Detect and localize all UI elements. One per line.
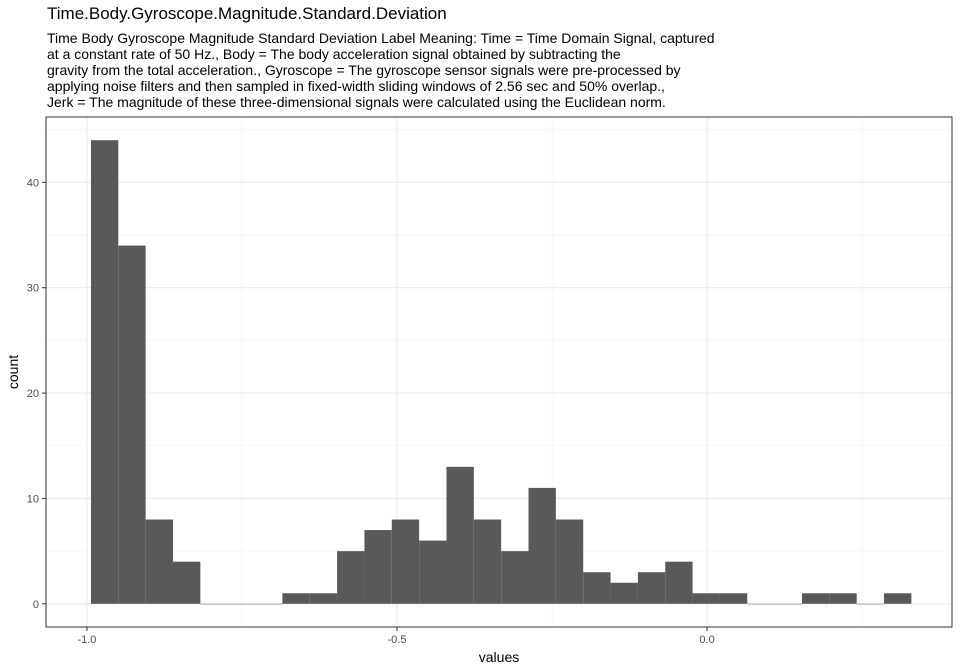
histogram-bar [856,603,885,605]
histogram-bar [309,593,338,604]
histogram-bar [90,140,119,604]
subtitle-line: Time Body Gyroscope Magnitude Standard D… [47,30,715,46]
histogram-bar [528,487,556,604]
histogram-bar [419,540,447,604]
histogram-bar [583,572,611,604]
y-axis: 0 10 20 30 40 [27,177,46,611]
subtitle-line: gravity from the total acceleration., Gy… [47,62,681,78]
x-axis: -1.0 -0.5 0.0 [77,627,715,646]
histogram-bar [692,593,720,604]
y-tick-label: 10 [27,493,39,505]
chart-subtitle: Time Body Gyroscope Magnitude Standard D… [47,30,947,110]
histogram-bar [610,582,638,604]
histogram-bar [446,466,474,604]
histogram-bar [173,561,201,604]
histogram-bar [829,593,857,604]
y-tick-label: 0 [33,599,39,611]
histogram-bars [90,140,912,605]
y-tick-label: 20 [27,388,39,400]
chart-title: Time.Body.Gyroscope.Magnitude.Standard.D… [47,4,447,23]
histogram-bar [282,593,310,604]
histogram-bar [255,603,283,605]
y-tick-label: 40 [27,177,39,189]
histogram-bar [774,603,802,605]
histogram-bar [337,551,365,604]
histogram-bar [665,561,693,604]
y-tick-label: 30 [27,283,39,295]
x-axis-label: values [479,649,519,665]
histogram-bar [637,572,666,604]
x-tick-label: -0.5 [388,634,407,646]
histogram-bar [719,593,748,604]
x-tick-label: -1.0 [77,634,96,646]
histogram-bar [200,603,228,605]
subtitle-line: Jerk = The magnitude of these three-dime… [47,94,666,110]
histogram-bar [145,519,174,604]
x-tick-label: 0.0 [699,634,714,646]
subtitle-line: at a constant rate of 50 Hz., Body = The… [47,46,621,62]
histogram-bar [473,519,502,604]
histogram-bar [884,593,912,604]
histogram-bar [391,519,420,604]
histogram-bar [364,530,392,604]
histogram-bar [555,519,584,604]
y-axis-label: count [5,355,21,389]
histogram-bar [227,603,256,605]
histogram-bar [801,593,830,604]
histogram-bar [501,551,529,604]
subtitle-line: applying noise filters and then sampled … [47,78,665,94]
histogram-bar [747,603,775,605]
panel-border [45,116,953,628]
histogram-bar [118,245,146,604]
